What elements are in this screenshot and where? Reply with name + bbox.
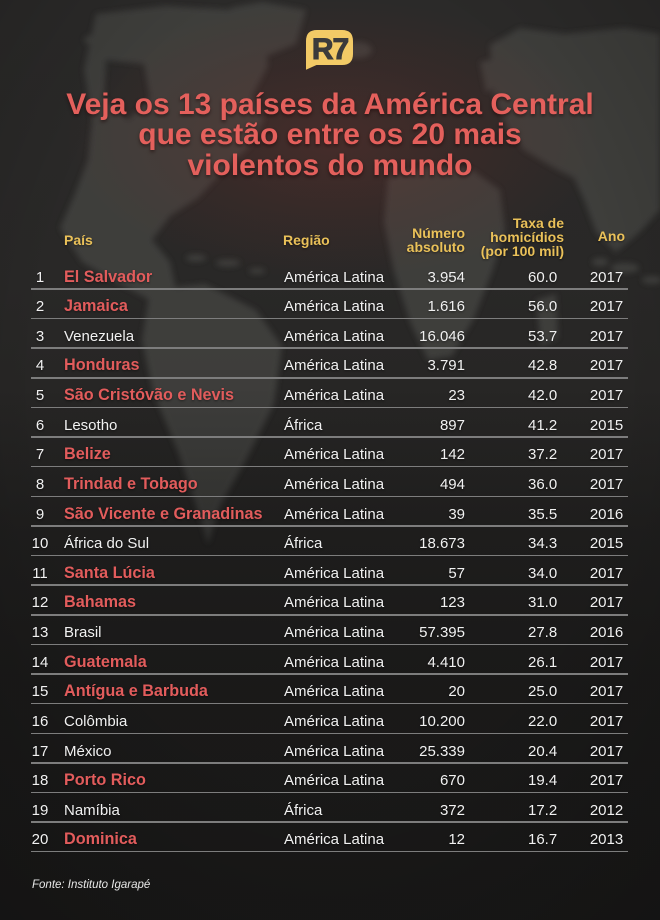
svg-text:R7: R7 <box>312 33 349 66</box>
